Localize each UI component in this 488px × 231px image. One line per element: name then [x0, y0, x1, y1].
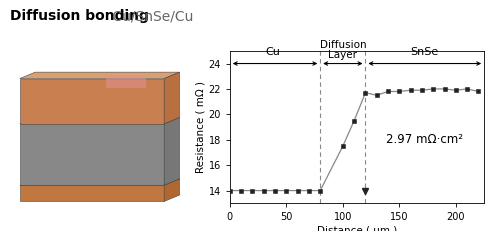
X-axis label: Distance ( um ): Distance ( um ): [316, 225, 396, 231]
Text: Cu/SnSe/Cu: Cu/SnSe/Cu: [108, 9, 193, 23]
Polygon shape: [20, 179, 179, 185]
Polygon shape: [20, 185, 164, 201]
Polygon shape: [164, 117, 179, 185]
Polygon shape: [20, 79, 164, 124]
Polygon shape: [164, 179, 179, 201]
Y-axis label: Resistance ( mΩ ): Resistance ( mΩ ): [195, 81, 205, 173]
Polygon shape: [106, 75, 146, 88]
Text: SnSe: SnSe: [409, 46, 437, 57]
Text: Cu: Cu: [265, 46, 280, 57]
Text: Diffusion bonding: Diffusion bonding: [10, 9, 148, 23]
Text: 2.97 mΩ·cm²: 2.97 mΩ·cm²: [385, 133, 462, 146]
Polygon shape: [20, 72, 179, 79]
Polygon shape: [20, 117, 179, 124]
Text: Diffusion
Layer: Diffusion Layer: [319, 40, 366, 60]
Polygon shape: [164, 72, 179, 124]
Polygon shape: [20, 124, 164, 185]
